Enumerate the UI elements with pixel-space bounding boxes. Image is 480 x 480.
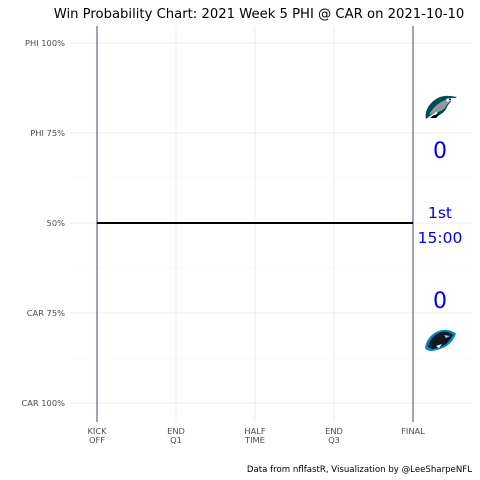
- y-tick-label: CAR 100%: [21, 398, 65, 408]
- x-tick-label: Q3: [328, 435, 340, 445]
- panther-logo-icon: [425, 329, 456, 351]
- x-tick-label: END: [167, 426, 185, 436]
- game-clock: 15:00: [418, 229, 463, 247]
- home-team-score: 0: [433, 139, 447, 164]
- y-tick-label: PHI 75%: [30, 128, 65, 138]
- y-tick-labels: PHI 100% PHI 75% 50% CAR 75% CAR 100%: [21, 38, 65, 408]
- eagle-logo-icon: [425, 95, 457, 119]
- game-period: 1st: [428, 204, 452, 222]
- chart-title: Win Probability Chart: 2021 Week 5 PHI @…: [54, 7, 465, 22]
- y-tick-label: CAR 75%: [27, 308, 65, 318]
- x-tick-label: Q1: [170, 435, 182, 445]
- x-tick-label: TIME: [244, 435, 265, 445]
- x-tick-label: HALF: [244, 426, 266, 436]
- chart-caption: Data from nflfastR, Visualization by @Le…: [247, 465, 472, 475]
- away-team-score: 0: [433, 289, 447, 314]
- x-tick-label: KICK: [87, 426, 107, 436]
- x-tick-label: FINAL: [401, 426, 425, 436]
- y-tick-label: PHI 100%: [25, 38, 65, 48]
- x-tick-label: END: [325, 426, 343, 436]
- y-tick-label: 50%: [47, 218, 66, 228]
- x-tick-label: OFF: [89, 435, 105, 445]
